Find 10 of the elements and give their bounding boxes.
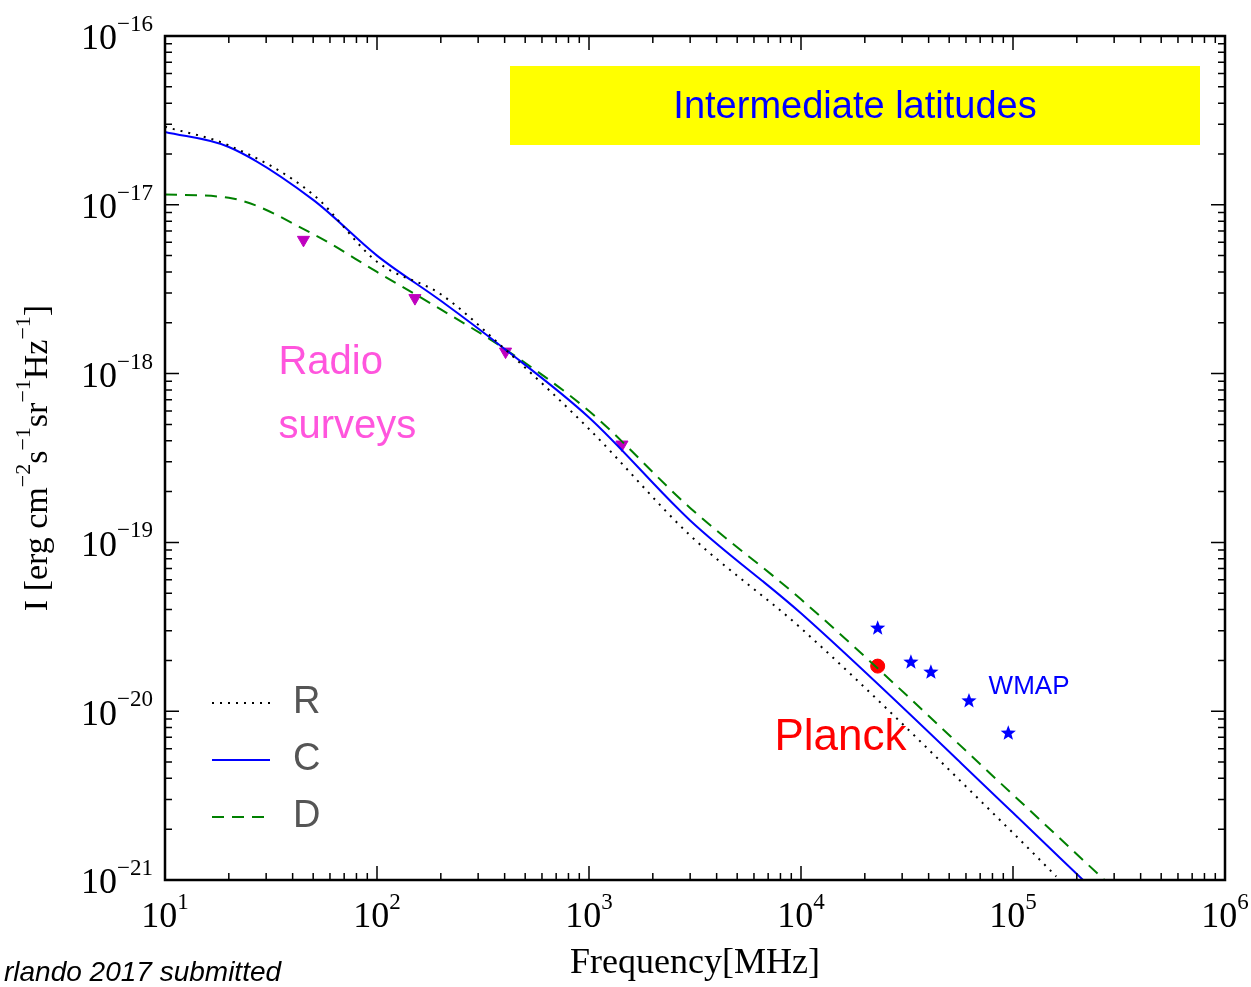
annotation: Radio surveys	[278, 337, 417, 446]
legend-label: D	[293, 793, 321, 836]
text: rlando 2017 submitted	[4, 956, 283, 987]
legend-label: C	[293, 736, 321, 779]
text: I [erg cm−2s−1sr−1Hz−1]	[9, 304, 54, 612]
annotation: Planck	[774, 710, 908, 760]
annotation: WMAP	[988, 669, 1070, 700]
annotation: Intermediate latitudes	[673, 84, 1037, 127]
legend-label: R	[293, 679, 321, 722]
x-axis-title: Frequency[MHz]	[570, 941, 820, 982]
